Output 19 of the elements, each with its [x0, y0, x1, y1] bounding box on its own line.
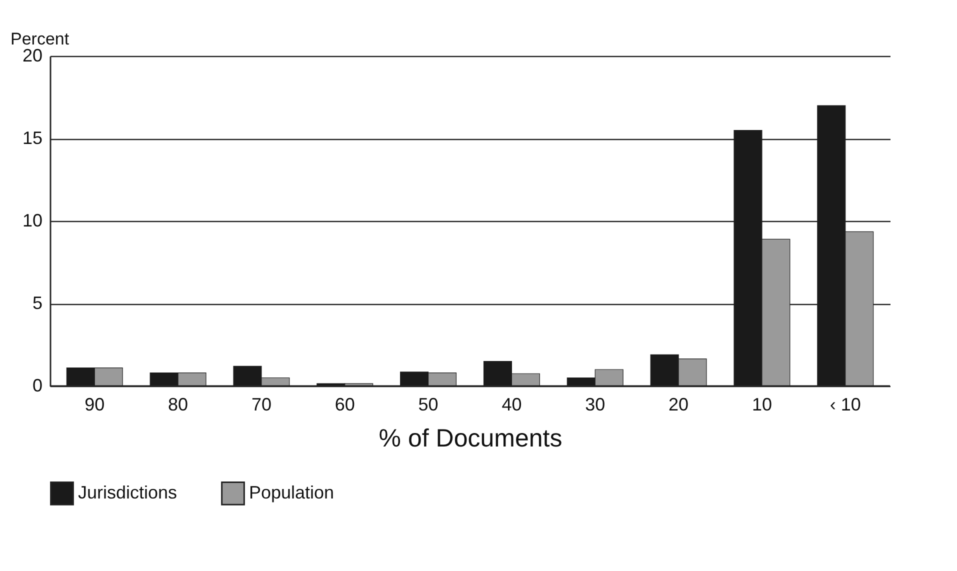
x-tick-label: 30	[585, 394, 606, 414]
x-tick-label: 40	[502, 394, 522, 414]
x-tick-label: 10	[752, 394, 772, 414]
x-tick-label: 50	[418, 394, 438, 414]
x-tick-label: 90	[84, 394, 105, 414]
y-tick-label: 5	[32, 293, 42, 313]
x-tick-label: 20	[668, 394, 689, 414]
y-tick-label: 10	[22, 210, 42, 230]
x-tick-label: ‹ 10	[830, 394, 861, 414]
legend-label: Jurisdictions	[78, 482, 178, 502]
legend-label: Population	[249, 482, 334, 502]
y-tick-label: 0	[32, 376, 42, 396]
x-tick-label: 70	[251, 394, 272, 414]
x-tick-label: 80	[168, 394, 188, 414]
y-tick-label: 15	[22, 128, 42, 148]
x-tick-label: 60	[334, 394, 355, 414]
x-axis-title: % of Documents	[378, 424, 562, 452]
y-tick-label: 20	[22, 46, 42, 66]
y-axis-title: Percent	[10, 30, 70, 48]
